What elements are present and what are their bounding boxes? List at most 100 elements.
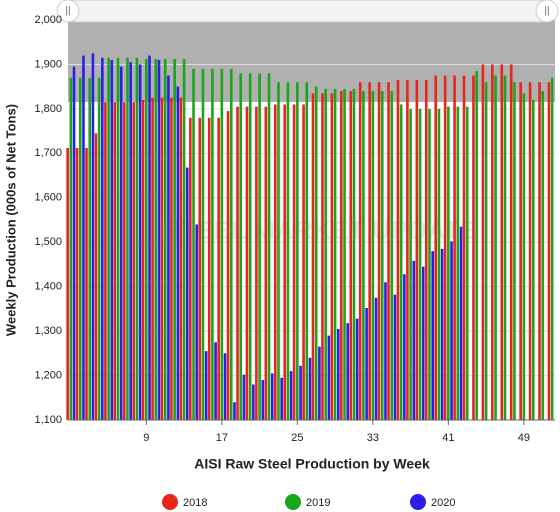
bar xyxy=(299,365,302,420)
bar xyxy=(122,102,126,420)
bar xyxy=(239,73,243,420)
bar xyxy=(101,57,104,421)
bar xyxy=(292,104,296,420)
bar xyxy=(170,97,173,421)
bar xyxy=(380,91,384,420)
bar xyxy=(462,75,466,421)
bar xyxy=(185,167,189,420)
legend-label: 2019 xyxy=(306,497,330,509)
bar xyxy=(491,64,494,420)
bar xyxy=(78,77,82,421)
bar xyxy=(129,62,132,420)
x-tick-label: 25 xyxy=(291,432,303,444)
bar xyxy=(242,374,246,420)
bar xyxy=(138,64,142,420)
bar xyxy=(509,64,513,420)
bar xyxy=(104,102,107,420)
legend-label: 2018 xyxy=(183,497,207,509)
navigator[interactable] xyxy=(61,0,555,23)
bar xyxy=(97,77,101,421)
bar xyxy=(412,260,416,420)
y-tick-label: 2,000 xyxy=(34,14,62,26)
bar xyxy=(362,91,365,420)
bar xyxy=(270,373,274,420)
bar xyxy=(453,75,456,421)
bar xyxy=(223,353,227,420)
y-tick-label: 1,400 xyxy=(34,281,62,293)
bar xyxy=(192,68,195,420)
bar xyxy=(321,93,324,420)
bar xyxy=(226,111,230,420)
bar xyxy=(277,82,280,420)
bar xyxy=(390,91,394,420)
bar xyxy=(346,323,350,420)
bar xyxy=(91,53,95,420)
bar xyxy=(333,88,337,420)
bar xyxy=(229,68,233,420)
bar xyxy=(88,77,92,421)
legend-swatch xyxy=(162,494,178,510)
bar xyxy=(233,402,236,420)
bar xyxy=(113,102,117,420)
bar xyxy=(245,106,249,421)
navigator-handle[interactable] xyxy=(535,0,559,23)
bars xyxy=(66,53,554,421)
bar xyxy=(522,93,526,420)
bar xyxy=(519,82,522,420)
watermark: STEEL MARKET UPDATE xyxy=(163,215,477,245)
y-tick-label: 1,100 xyxy=(34,414,62,426)
bar xyxy=(148,55,151,421)
bar xyxy=(447,106,450,421)
bar xyxy=(141,100,145,420)
bar xyxy=(459,226,463,420)
bar xyxy=(302,104,305,420)
bar xyxy=(267,73,271,420)
bar xyxy=(415,80,419,420)
bar xyxy=(173,59,176,420)
bar xyxy=(305,82,309,420)
bar xyxy=(195,224,199,420)
bar xyxy=(472,75,475,421)
bar xyxy=(163,59,167,420)
bar xyxy=(431,251,434,420)
bar xyxy=(494,75,497,421)
bar xyxy=(550,77,554,421)
y-tick-label: 1,800 xyxy=(34,103,62,115)
bar xyxy=(273,104,277,420)
bar xyxy=(406,80,409,420)
bar xyxy=(384,282,387,420)
bar xyxy=(116,57,120,421)
bar xyxy=(252,384,255,420)
bar xyxy=(69,77,73,421)
bar xyxy=(214,342,217,420)
navigator-handle[interactable] xyxy=(56,0,80,23)
x-axis-title: AISI Raw Steel Production by Week xyxy=(194,456,430,472)
bar xyxy=(283,104,287,420)
legend-label: 2020 xyxy=(431,497,455,509)
bar xyxy=(248,73,252,420)
bar xyxy=(437,108,441,420)
bar xyxy=(110,60,114,420)
y-tick-label: 1,200 xyxy=(34,369,62,381)
bar xyxy=(484,82,488,420)
bar xyxy=(450,241,453,420)
x-tick-label: 33 xyxy=(367,432,379,444)
bar xyxy=(387,82,390,420)
bar xyxy=(286,82,290,420)
bar xyxy=(258,73,261,420)
bar xyxy=(126,57,129,421)
bar xyxy=(311,93,315,420)
bar xyxy=(481,64,485,420)
y-tick-label: 1,500 xyxy=(34,236,62,248)
x-tick-label: 49 xyxy=(518,432,530,444)
bar xyxy=(189,117,192,421)
bar xyxy=(211,68,214,420)
x-tick-label: 41 xyxy=(442,432,454,444)
bar xyxy=(513,82,516,420)
bar xyxy=(393,294,397,420)
bar xyxy=(94,133,98,421)
bar xyxy=(336,328,340,420)
bar xyxy=(377,82,381,420)
bar xyxy=(475,71,478,420)
bar xyxy=(443,75,447,421)
